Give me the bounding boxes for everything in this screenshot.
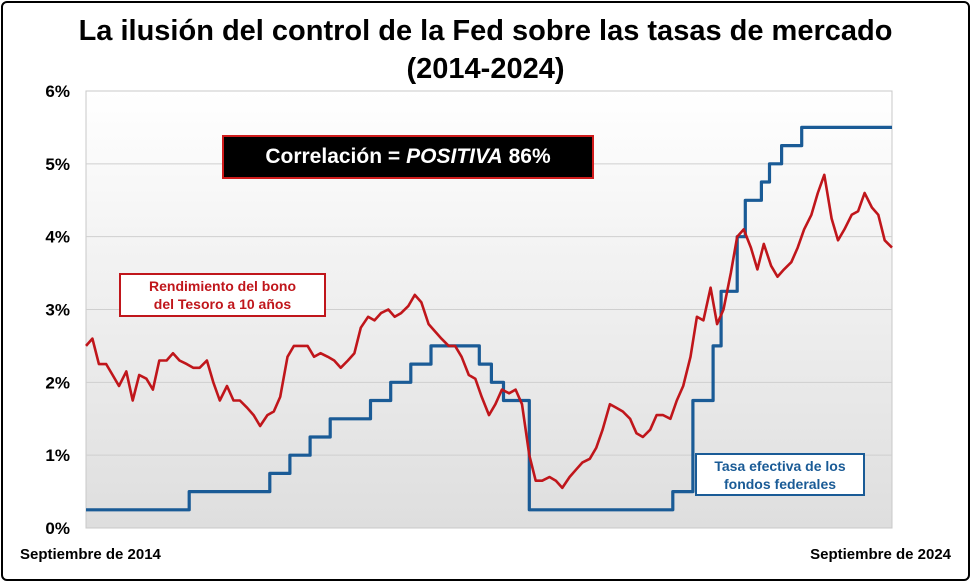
y-tick-label: 3% bbox=[45, 301, 70, 320]
legend-fedfunds-line1: Tasa efectiva de los bbox=[714, 458, 846, 474]
legend-fedfunds-line2: fondos federales bbox=[723, 476, 837, 492]
series-lines bbox=[85, 125, 893, 512]
x-end-label: Septiembre de 2024 bbox=[810, 546, 951, 563]
correlation-prefix: Correlación = bbox=[265, 145, 401, 168]
correlation-suffix: 86% bbox=[508, 145, 551, 168]
y-tick-label: 1% bbox=[45, 446, 70, 465]
chart-title: La ilusión del control de la Fed sobre l… bbox=[78, 15, 893, 85]
legend-treasury-10y: Rendimiento del bono del Tesoro a 10 año… bbox=[119, 273, 326, 317]
y-tick-label: 2% bbox=[45, 373, 70, 392]
series-line-treasury-10y bbox=[85, 173, 893, 490]
y-tick-label: 4% bbox=[45, 228, 70, 247]
legend-treasury-line2: del Tesoro a 10 años bbox=[153, 296, 292, 312]
correlation-emphasis: POSITIVA bbox=[406, 145, 503, 168]
legend-fed-funds: Tasa efectiva de los fondos federales bbox=[695, 453, 865, 496]
y-tick-label: 5% bbox=[45, 155, 70, 174]
y-tick-label: 6% bbox=[45, 82, 70, 101]
y-axis: 0% 1% 2% 3% 4% 5% 6% bbox=[45, 82, 70, 538]
correlation-annotation: Correlación = POSITIVA 86% bbox=[222, 135, 594, 179]
legend-treasury-line1: Rendimiento del bono bbox=[149, 278, 296, 294]
x-start-label: Septiembre de 2014 bbox=[20, 546, 161, 563]
y-tick-label: 0% bbox=[45, 519, 70, 538]
